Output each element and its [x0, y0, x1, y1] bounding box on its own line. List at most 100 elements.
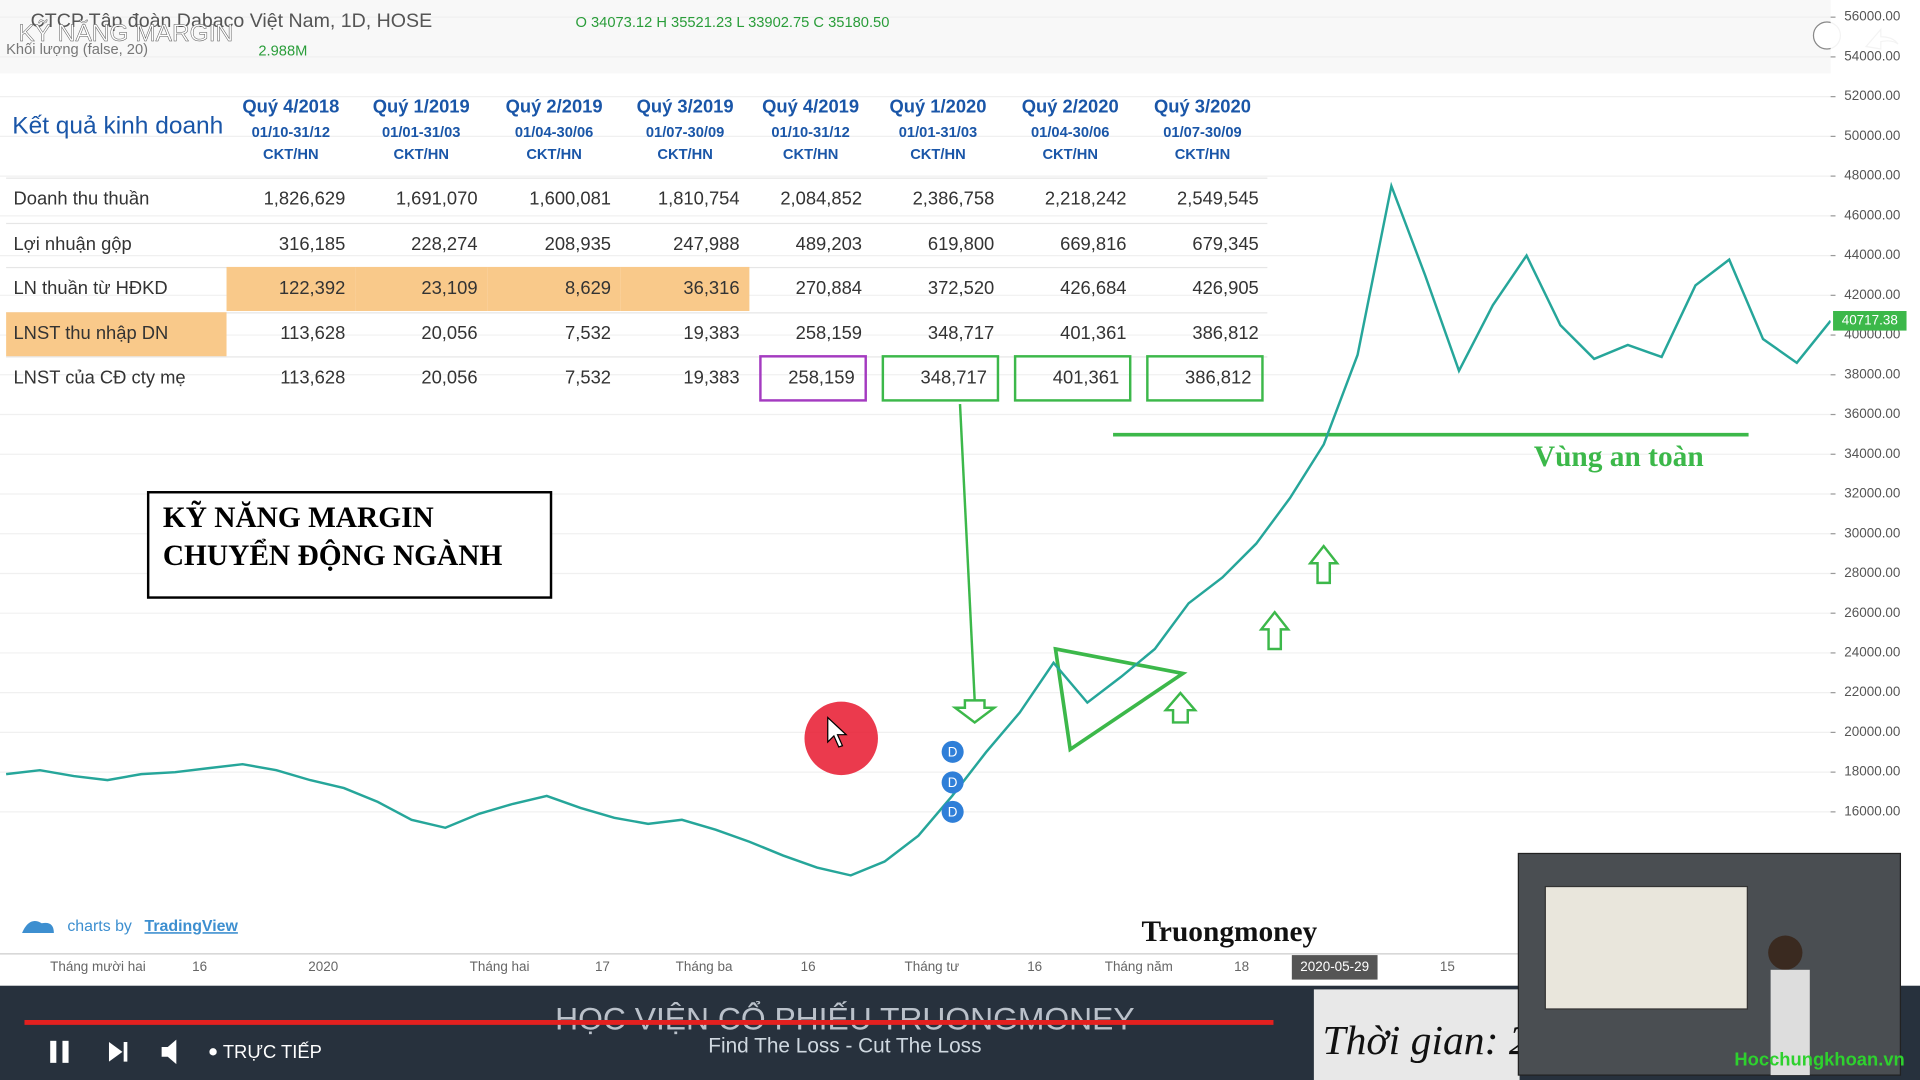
credit-link[interactable]: TradingView — [144, 918, 238, 935]
table-cell: 1,600,081 — [529, 188, 612, 210]
y-tick-label: 28000.00 — [1844, 565, 1900, 580]
table-cell: 386,812 — [1185, 367, 1252, 389]
table-cell: 1,810,754 — [657, 188, 740, 210]
y-tick-label: 24000.00 — [1844, 644, 1900, 659]
table-cell: 316,185 — [278, 233, 346, 255]
highlight-box — [1146, 355, 1264, 402]
table-cell: 258,159 — [795, 322, 863, 344]
table-cell: 36,316 — [620, 266, 750, 312]
column-range: 01/01-31/03 — [898, 123, 978, 141]
cursor-highlight — [804, 701, 878, 776]
y-tick-label: 42000.00 — [1844, 287, 1900, 302]
column-quarter: Quý 2/2019 — [505, 96, 603, 118]
row-separator — [6, 222, 1268, 224]
table-cell: 113,628 — [280, 322, 346, 344]
table-cell: 619,800 — [927, 233, 995, 255]
table-cell: 372,520 — [927, 277, 995, 299]
safe-zone-label: Vùng an toàn — [1534, 441, 1704, 473]
x-tick-label: 16 — [192, 959, 207, 974]
x-tick-label: Tháng tư — [905, 959, 960, 974]
table-cell: 426,905 — [1192, 277, 1259, 299]
row-label: Doanh thu thuần — [13, 188, 150, 210]
up-arrow — [1307, 544, 1340, 585]
column-type: CKT/HN — [782, 145, 839, 163]
up-arrow — [1258, 610, 1291, 651]
column-quarter: Quý 3/2019 — [636, 96, 734, 118]
y-tick-label: 36000.00 — [1844, 406, 1900, 421]
column-quarter: Quý 4/2019 — [762, 96, 860, 118]
column-range: 01/04-30/06 — [514, 123, 594, 141]
row-separator — [6, 311, 1268, 313]
date-cursor — [1291, 955, 1378, 980]
arrow-line — [958, 404, 976, 701]
row-separator — [6, 177, 1268, 179]
table-cell: 2,386,758 — [912, 188, 995, 210]
x-tick-label: 17 — [595, 959, 610, 974]
y-tick-label: 20000.00 — [1844, 724, 1900, 739]
volume-value: 2.988M — [258, 43, 307, 59]
y-tick-label: 46000.00 — [1844, 207, 1900, 222]
table-cell: 2,218,242 — [1044, 188, 1127, 210]
ohlc: O 34073.12 H 35521.23 L 33902.75 C 35180… — [576, 15, 890, 31]
volume-label: Khối lượng (false, 20) — [6, 42, 148, 58]
x-tick-label: 15 — [1440, 959, 1455, 974]
table-cell: 270,884 — [795, 277, 863, 299]
table-cell: 228,274 — [411, 233, 478, 255]
table-cell: 20,056 — [421, 367, 478, 389]
table-cell: 669,816 — [1060, 233, 1127, 255]
overlay-box — [146, 491, 553, 599]
column-quarter: Quý 2/2020 — [1021, 96, 1119, 118]
column-type: CKT/HN — [1042, 145, 1098, 163]
x-tick-label: 2020 — [308, 959, 338, 974]
x-tick-label: Tháng hai — [470, 959, 530, 974]
x-tick-label: 2020-05-29 — [1300, 959, 1369, 974]
x-tick-label: 16 — [1027, 959, 1042, 974]
table-cell: 7,532 — [565, 322, 612, 344]
last-price-tag — [1833, 311, 1907, 331]
column-range: 01/10-31/12 — [251, 123, 331, 141]
dividend-marker — [941, 771, 964, 794]
table-cell: 386,812 — [1192, 322, 1259, 344]
table-cell: 401,361 — [1052, 367, 1120, 389]
credit: charts by — [67, 918, 132, 935]
y-tick-label: 16000.00 — [1844, 803, 1900, 818]
video-title: KỸ NĂNG MARGIN — [18, 20, 233, 47]
table-cell: 1,826,629 — [263, 188, 346, 210]
y-tick-label: 52000.00 — [1844, 88, 1900, 103]
row-separator — [6, 356, 1268, 358]
triangle-pattern — [1053, 646, 1188, 753]
y-tick-label: 56000.00 — [1844, 9, 1900, 24]
tradingview-logo — [22, 921, 54, 934]
table-cell: 122,392 — [226, 266, 356, 312]
column-type: CKT/HN — [1174, 145, 1231, 163]
y-tick-label: 48000.00 — [1844, 168, 1900, 183]
dividend-marker-label: D — [948, 745, 958, 760]
x-tick-label: 18 — [1234, 959, 1249, 974]
chart-title: CTCP Tập đoàn Dabaco Việt Nam, 1D, HOSE — [31, 10, 433, 32]
column-type: CKT/HN — [910, 145, 966, 163]
table-cell: 19,383 — [683, 322, 740, 344]
table-cell: 258,159 — [788, 367, 855, 389]
column-quarter: Quý 3/2020 — [1153, 96, 1251, 118]
table-cell: 247,988 — [673, 233, 740, 255]
table-cell: 208,935 — [544, 233, 612, 255]
y-tick-label: 30000.00 — [1844, 525, 1900, 540]
y-tick-label: 34000.00 — [1844, 446, 1900, 461]
column-type: CKT/HN — [263, 145, 319, 163]
column-type: CKT/HN — [393, 145, 449, 163]
highlight-box — [881, 355, 1000, 402]
column-range: 01/07-30/09 — [645, 123, 725, 141]
column-range: 01/04-30/06 — [1030, 123, 1110, 141]
x-tick-label: Tháng mười hai — [50, 959, 146, 974]
x-tick-label: 16 — [801, 959, 816, 974]
row-label: Lợi nhuận gộp — [13, 233, 132, 255]
x-tick-label: Tháng ba — [676, 959, 733, 974]
y-tick-label: 38000.00 — [1844, 366, 1900, 381]
y-tick-label: 50000.00 — [1844, 128, 1900, 143]
mouse-cursor — [827, 716, 848, 748]
y-tick-label: 22000.00 — [1844, 684, 1900, 699]
table-cell: 2,084,852 — [780, 188, 863, 210]
highlight-box — [1013, 355, 1132, 402]
y-tick-label: 44000.00 — [1844, 247, 1900, 262]
column-range: 01/10-31/12 — [771, 123, 850, 141]
